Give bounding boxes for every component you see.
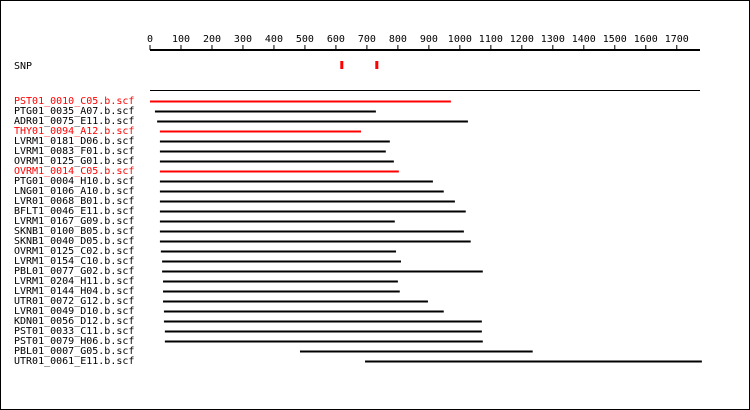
read-name: OVRM1_0125_G01.b.scf — [14, 156, 134, 167]
snp-marker — [375, 61, 379, 69]
read-name: LVRM1_0144_H04.b.scf — [14, 286, 134, 297]
read-name: PBL01_0007_G05.b.scf — [14, 346, 134, 357]
read-name: PST01_0033_C11.b.scf — [14, 326, 134, 337]
x-tick-label: 1600 — [634, 34, 658, 45]
read-name: LVRM1_0181_D06.b.scf — [14, 136, 134, 147]
read-name: THY01_0094_A12.b.scf — [14, 126, 134, 137]
snp-marker — [340, 61, 344, 69]
read-name: PST01_0010_C05.b.scf — [14, 96, 134, 107]
snp-label: SNP — [14, 61, 32, 72]
read-name: SKNB1_0040_D05.b.scf — [14, 236, 134, 247]
x-tick-label: 800 — [389, 34, 407, 45]
read-name: LNG01_0106_A10.b.scf — [14, 186, 134, 197]
read-name: KDN01_0056_D12.b.scf — [14, 316, 134, 327]
x-tick-label: 1400 — [572, 34, 596, 45]
read-name: PTG01_0035_A07.b.scf — [14, 106, 134, 117]
x-tick-label: 0 — [147, 34, 153, 45]
read-name: BFLT1_0046_E11.b.scf — [14, 206, 134, 217]
read-name: ADR01_0075_E11.b.scf — [14, 116, 134, 127]
read-name: UTR01_0072_G12.b.scf — [14, 296, 134, 307]
x-tick-label: 700 — [358, 34, 376, 45]
x-tick-label: 400 — [265, 34, 283, 45]
x-tick-label: 1000 — [448, 34, 472, 45]
x-tick-label: 600 — [327, 34, 345, 45]
read-name: LVRM1_0167_G09.b.scf — [14, 216, 134, 227]
x-tick-label: 1200 — [510, 34, 534, 45]
x-tick-label: 200 — [203, 34, 221, 45]
read-name: SKNB1_0100_B05.b.scf — [14, 226, 134, 237]
read-name: LVRM1_0083_F01.b.scf — [14, 146, 134, 157]
read-name: LVR01_0049_D10.b.scf — [14, 306, 134, 317]
read-name: OVRM1_0014_C05.b.scf — [14, 166, 134, 177]
x-tick-label: 1700 — [665, 34, 689, 45]
x-tick-label: 500 — [296, 34, 314, 45]
x-tick-label: 1300 — [541, 34, 565, 45]
x-tick-label: 100 — [172, 34, 190, 45]
read-name: PBL01_0077_G02.b.scf — [14, 266, 134, 277]
read-name: LVRM1_0154_C10.b.scf — [14, 256, 134, 267]
x-tick-label: 900 — [420, 34, 438, 45]
x-tick-label: 1500 — [603, 34, 627, 45]
read-name: LVR01_0068_B01.b.scf — [14, 196, 134, 207]
x-tick-label: 300 — [234, 34, 252, 45]
read-name: OVRM1_0125_C02.b.scf — [14, 246, 134, 257]
read-name: PST01_0079_H06.b.scf — [14, 336, 134, 347]
read-name: LVRM1_0204_H11.b.scf — [14, 276, 134, 287]
read-name: UTR01_0061_E11.b.scf — [14, 356, 134, 367]
x-tick-label: 1100 — [479, 34, 503, 45]
read-name: PTG01_0004_H10.b.scf — [14, 176, 134, 187]
